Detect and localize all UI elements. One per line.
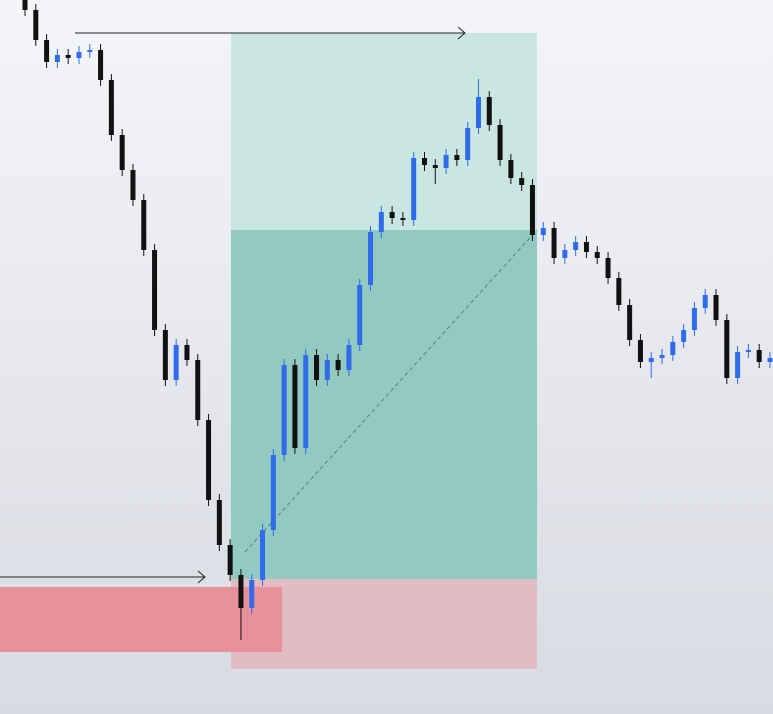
candle-body (702, 295, 708, 308)
candle-body (108, 80, 114, 135)
candle-body (324, 360, 330, 380)
candle-body (98, 50, 104, 80)
candle-body (33, 10, 39, 40)
target-zone (231, 230, 537, 579)
candle-body (670, 342, 676, 355)
candle-body (270, 455, 276, 530)
candle-body (173, 345, 179, 380)
candle-body (443, 155, 449, 168)
candle-body (389, 212, 395, 218)
candle-body (292, 365, 298, 448)
candle-body (44, 40, 50, 62)
candle-body (303, 355, 309, 448)
candle-body (713, 295, 719, 320)
candle-body (475, 97, 481, 128)
trade-line (244, 229, 538, 553)
candle-body (529, 185, 535, 235)
arrow-head (197, 570, 206, 584)
candle-body (594, 252, 600, 258)
candle-body (465, 128, 471, 160)
candle-body (162, 330, 168, 380)
candle-body (65, 55, 71, 58)
candle-body (519, 178, 525, 185)
demand-box (0, 587, 282, 652)
candle-body (745, 350, 751, 352)
candle-body (400, 218, 406, 220)
candle-body (87, 50, 93, 52)
candle-body (627, 305, 633, 340)
candle-body (497, 125, 503, 160)
candle-body (195, 360, 201, 420)
candle-body (152, 250, 158, 330)
arrow-head (457, 26, 466, 40)
candle-body (368, 232, 374, 285)
candle-body (216, 500, 222, 545)
candle-body (335, 360, 341, 370)
candle-body (432, 165, 438, 168)
candle-body (767, 358, 773, 362)
candle-body (260, 530, 266, 580)
candle-body (346, 345, 352, 370)
candle-body (648, 358, 654, 362)
candle-body (583, 242, 589, 252)
candle-body (357, 285, 363, 345)
candle-body (76, 52, 82, 58)
candle-body (562, 250, 568, 258)
candle-body (119, 135, 125, 170)
candle-body (421, 158, 427, 165)
candle-body (454, 155, 460, 160)
candle-body (681, 330, 687, 342)
candle-body (141, 200, 147, 250)
candle-body (184, 345, 190, 360)
candle-body (206, 420, 212, 500)
candle-body (605, 258, 611, 278)
candle-body (616, 278, 622, 305)
candle-body (637, 340, 643, 362)
candle-body (314, 355, 320, 380)
candle-body (238, 575, 244, 608)
candle-body (540, 228, 546, 235)
candle-body (249, 580, 255, 608)
candle-body (724, 320, 730, 378)
candle-body (130, 170, 136, 200)
candle-body (735, 352, 741, 378)
candle-body (486, 97, 492, 125)
candle-body (691, 308, 697, 330)
candle-body (659, 355, 665, 358)
candle-body (508, 160, 514, 178)
candle-body (281, 365, 287, 455)
candles (22, 0, 773, 640)
candle-body (54, 55, 60, 62)
candle-body (551, 228, 557, 258)
candle-body (411, 158, 417, 220)
candle-body (573, 242, 579, 250)
candle-body (378, 212, 384, 232)
candle-body (227, 545, 233, 575)
target-zone-upper (231, 33, 537, 230)
candle-body (756, 350, 762, 362)
candle-body (22, 0, 28, 10)
